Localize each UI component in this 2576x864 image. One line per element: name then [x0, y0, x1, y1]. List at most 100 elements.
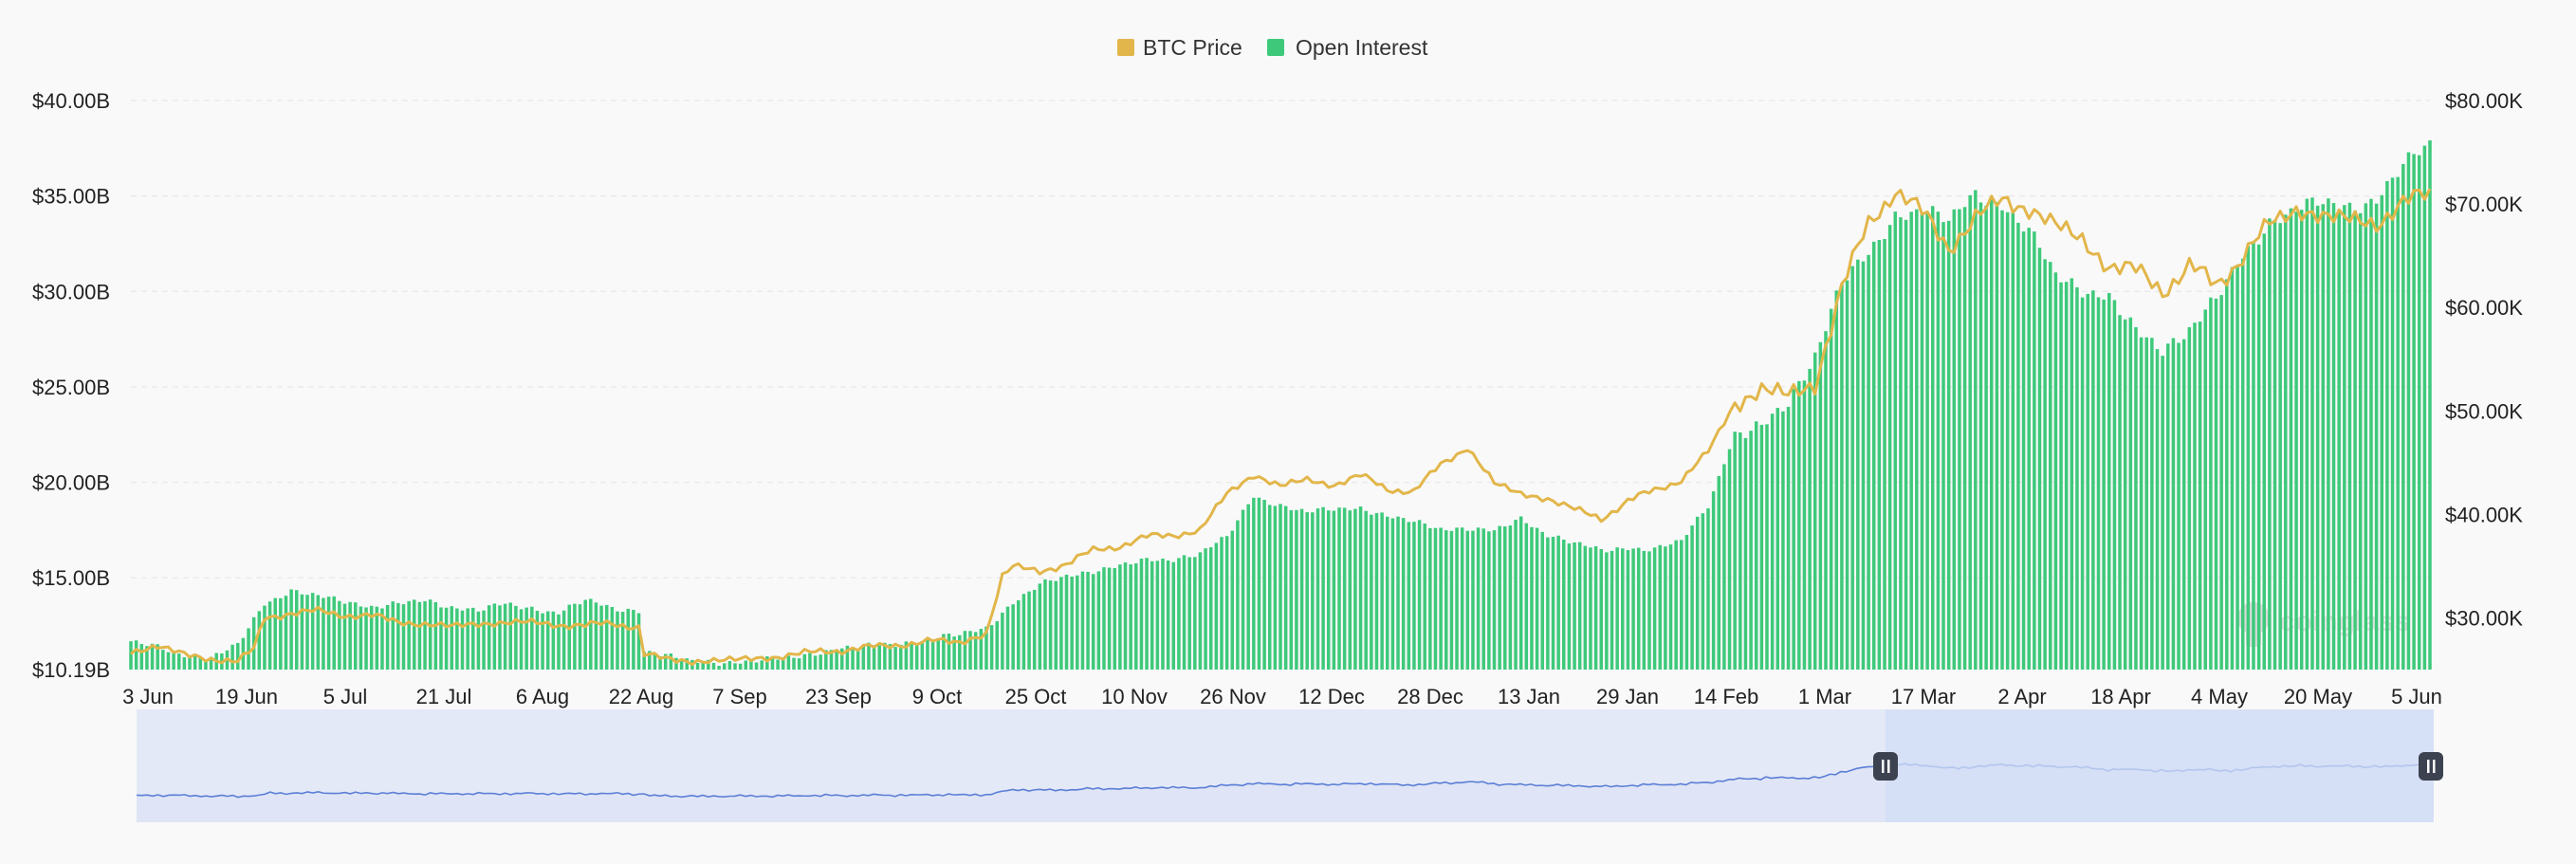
- legend-swatch-btc-price: [1117, 39, 1134, 56]
- x-tick-label: 3 Jun: [122, 685, 174, 708]
- oi-bar: [557, 614, 561, 670]
- oi-bar: [257, 611, 262, 670]
- oi-bar: [616, 611, 619, 670]
- oi-bar: [819, 654, 822, 670]
- oi-bar: [1380, 512, 1384, 670]
- oi-bar: [711, 662, 716, 670]
- oi-bar: [1824, 331, 1828, 670]
- oi-bar: [332, 596, 336, 670]
- oi-bar: [893, 647, 897, 670]
- x-tick-label: 9 Oct: [912, 685, 963, 708]
- oi-bar: [1059, 577, 1063, 670]
- navigator-selection[interactable]: [1886, 709, 2434, 822]
- oi-bar: [535, 611, 540, 670]
- navigator-handle-right[interactable]: [2419, 752, 2443, 781]
- oi-bar: [626, 608, 631, 670]
- range-navigator[interactable]: [136, 709, 2443, 822]
- oi-bar: [188, 655, 192, 670]
- x-tick-label: 7 Sep: [712, 685, 767, 708]
- oi-bar: [1717, 475, 1720, 670]
- oi-bar: [573, 603, 577, 670]
- oi-bar: [2128, 317, 2133, 670]
- oi-bar: [150, 643, 155, 670]
- oi-bar: [1808, 368, 1812, 670]
- oi-bar: [354, 602, 358, 670]
- oi-bar: [754, 662, 759, 670]
- legend-label-btc-price: BTC Price: [1143, 35, 1242, 60]
- oi-bar: [263, 605, 267, 670]
- oi-bar: [433, 601, 438, 670]
- oi-bar: [295, 590, 299, 670]
- oi-bar: [1776, 408, 1780, 670]
- oi-bar: [2331, 203, 2336, 670]
- oi-bar: [551, 611, 556, 670]
- oi-bar: [947, 634, 951, 670]
- legend-swatch-open-interest: [1267, 39, 1284, 56]
- oi-bar: [1599, 548, 1603, 670]
- oi-bar: [2059, 282, 2063, 670]
- oi-bar: [289, 589, 293, 670]
- legend-item-open-interest[interactable]: Open Interest: [1267, 35, 1428, 60]
- oi-bar: [1984, 205, 1988, 670]
- oi-bar: [1626, 550, 1630, 670]
- oi-bar: [1668, 544, 1673, 670]
- oi-bar: [2374, 203, 2379, 670]
- oi-bar: [2037, 248, 2042, 670]
- oi-bar: [348, 601, 352, 670]
- oi-bar: [583, 599, 587, 670]
- x-tick-label: 21 Jul: [416, 685, 472, 708]
- oi-bar: [722, 663, 727, 670]
- oi-bar: [1332, 510, 1336, 670]
- oi-bar: [2422, 145, 2427, 670]
- oi-bar: [744, 660, 748, 670]
- oi-bar: [1370, 514, 1373, 670]
- oi-bar: [1021, 594, 1026, 670]
- oi-bar: [942, 634, 946, 670]
- legend-item-btc-price[interactable]: BTC Price: [1117, 35, 1242, 60]
- oi-bar: [2315, 205, 2320, 670]
- oi-bar: [1722, 464, 1726, 670]
- x-tick-label: 18 Apr: [2090, 685, 2151, 708]
- oi-bar: [824, 650, 828, 670]
- oi-bar: [1161, 559, 1165, 670]
- oi-bar: [1733, 432, 1737, 670]
- oi-bar: [2401, 163, 2405, 671]
- oi-bar: [471, 607, 475, 670]
- oi-bar: [1374, 513, 1379, 670]
- oi-bar: [460, 610, 465, 670]
- oi-bar: [1027, 591, 1031, 670]
- oi-bar: [1759, 424, 1764, 670]
- right-tick-label: $30.00K: [2445, 606, 2523, 630]
- oi-bar: [1091, 574, 1095, 670]
- x-tick-label: 6 Aug: [516, 685, 569, 708]
- oi-bar: [1920, 213, 1924, 671]
- oi-bar: [738, 663, 743, 670]
- oi-bar: [1962, 207, 1967, 671]
- left-axis: $10.19B $15.00B $20.00B $25.00B $30.00B $35.0…: [32, 89, 110, 682]
- oi-bar: [2139, 337, 2144, 670]
- oi-bar: [1818, 341, 1823, 670]
- oi-bar: [2240, 258, 2245, 670]
- oi-bar: [561, 610, 566, 670]
- oi-bar: [872, 645, 876, 670]
- oi-bar: [198, 656, 203, 670]
- oi-bar: [594, 602, 598, 670]
- oi-bar: [1193, 557, 1197, 670]
- navigator-handle-left[interactable]: [1873, 752, 1898, 781]
- oi-bar: [2107, 292, 2111, 670]
- oi-bar: [845, 645, 850, 670]
- legend[interactable]: BTC Price Open Interest: [1117, 35, 1428, 60]
- oi-bar: [1546, 537, 1550, 670]
- oi-bar: [963, 631, 967, 670]
- oi-bar: [1321, 506, 1325, 670]
- right-tick-label: $50.00K: [2445, 399, 2523, 423]
- oi-bar: [1514, 520, 1518, 670]
- oi-bar: [439, 607, 443, 670]
- oi-bar: [642, 652, 646, 670]
- oi-bar: [958, 634, 962, 670]
- oi-bar: [1503, 526, 1507, 670]
- oi-bar: [1353, 508, 1357, 670]
- oi-bar: [883, 642, 887, 670]
- oi-bar: [2193, 322, 2197, 670]
- oi-bar: [1899, 217, 1903, 670]
